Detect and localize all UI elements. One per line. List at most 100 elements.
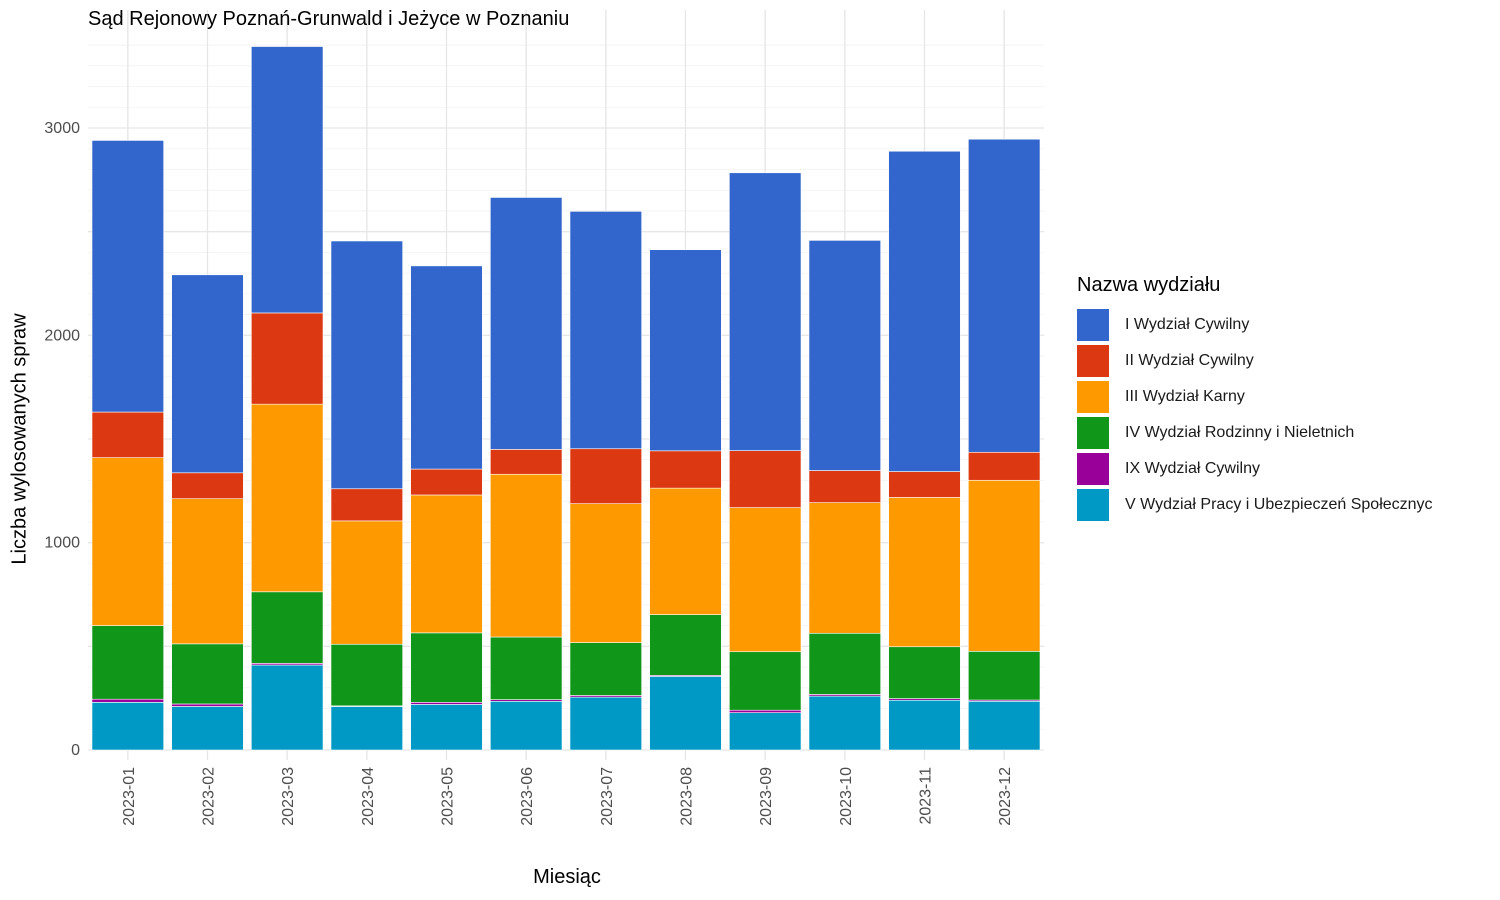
bar-segment <box>251 591 324 664</box>
x-tick-label: 2023-10 <box>838 767 855 826</box>
bar-segment <box>251 664 324 751</box>
bar-segment <box>91 698 164 703</box>
bar-segment <box>91 702 164 751</box>
legend-item: II Wydział Cywilny <box>1077 343 1433 379</box>
x-tick-label: 2023-08 <box>679 767 696 826</box>
bar-segment <box>490 449 563 475</box>
y-axis-label: Liczba wylosowanych spraw <box>8 313 31 565</box>
bar-segment <box>251 403 324 593</box>
y-tick-label: 2000 <box>44 327 80 344</box>
bar-segment <box>729 172 802 451</box>
legend-swatch <box>1077 381 1109 413</box>
x-tick-label: 2023-11 <box>918 767 935 825</box>
x-tick-label: 2023-04 <box>360 767 377 826</box>
bar-segment <box>91 457 164 626</box>
legend-title: Nazwa wydziału <box>1077 274 1221 296</box>
bar-segment <box>808 502 881 634</box>
bar-segment <box>808 632 881 695</box>
legend-swatch <box>1077 417 1109 449</box>
bar-segment <box>330 240 403 490</box>
legend-swatch <box>1077 345 1109 377</box>
legend-swatch <box>1077 489 1109 521</box>
bar-segment <box>649 676 722 751</box>
y-tick-label: 0 <box>71 742 80 759</box>
bar-segment <box>649 450 722 489</box>
bar-segment <box>410 704 483 751</box>
legend-item: I Wydział Cywilny <box>1077 307 1433 343</box>
x-tick-label: 2023-09 <box>758 767 775 826</box>
legend-item: V Wydział Pracy i Ubezpieczeń Społecznyc <box>1077 487 1433 523</box>
bar-segment <box>171 472 244 500</box>
x-tick-label: 2023-01 <box>121 767 138 826</box>
bar-segment <box>888 471 961 498</box>
bar-segment <box>888 699 961 751</box>
legend-label: I Wydział Cywilny <box>1125 316 1250 333</box>
bar-segment <box>490 700 563 751</box>
bar-segment <box>569 448 642 504</box>
bar-segment <box>569 696 642 751</box>
bar-segment <box>968 479 1041 652</box>
legend-items: I Wydział Cywilny II Wydział Cywilny III W… <box>1077 307 1433 523</box>
bar-segment <box>330 643 403 707</box>
legend-label: V Wydział Pracy i Ubezpieczeń Społecznyc <box>1125 496 1433 513</box>
bar-segment <box>410 265 483 470</box>
bar-segment <box>251 312 324 405</box>
bar-segment <box>729 712 802 751</box>
bars <box>91 46 1041 751</box>
bar-segment <box>410 494 483 634</box>
bar-segment <box>649 249 722 452</box>
bar-segment <box>171 706 244 751</box>
x-axis-label: Miesiąc <box>533 866 601 888</box>
legend-label: II Wydział Cywilny <box>1125 352 1254 369</box>
x-tick-label: 2023-07 <box>599 767 616 826</box>
bar-segment <box>490 197 563 450</box>
bar-segment <box>410 702 483 705</box>
bar-segment <box>888 497 961 648</box>
bar-segment <box>410 468 483 496</box>
bar-segment <box>649 614 722 676</box>
legend-swatch <box>1077 309 1109 341</box>
bar-segment <box>888 646 961 699</box>
bar-segment <box>968 138 1041 453</box>
bar-segment <box>330 520 403 645</box>
bar-segment <box>729 450 802 508</box>
bar-segment <box>330 706 403 751</box>
bar-segment <box>171 703 244 707</box>
bar-segment <box>330 488 403 522</box>
x-tick-label: 2023-12 <box>997 767 1014 826</box>
bar-segment <box>410 632 483 703</box>
bar-segment <box>490 636 563 700</box>
y-axis-ticks: 0 1000 2000 3000 <box>44 120 80 759</box>
bar-segment <box>251 46 324 314</box>
bar-segment <box>649 487 722 615</box>
bar-segment <box>569 503 642 643</box>
bar-segment <box>729 507 802 653</box>
legend-item: III Wydział Karny <box>1077 379 1433 415</box>
bar-segment <box>888 150 961 472</box>
legend-label: IV Wydział Rodzinny i Nieletnich <box>1125 424 1355 441</box>
bar-segment <box>91 411 164 458</box>
bar-segment <box>808 240 881 471</box>
x-tick-label: 2023-02 <box>201 767 218 826</box>
bar-segment <box>171 643 244 705</box>
bar-segment <box>808 695 881 751</box>
legend-swatch <box>1077 453 1109 485</box>
y-tick-label: 1000 <box>44 535 80 552</box>
bar-segment <box>91 625 164 700</box>
x-tick-label: 2023-06 <box>519 767 536 826</box>
chart-title: Sąd Rejonowy Poznań-Grunwald i Jeżyce w … <box>88 8 570 30</box>
bar-segment <box>729 709 802 713</box>
bar-segment <box>968 700 1041 751</box>
bar-segment <box>729 651 802 711</box>
bar-segment <box>968 651 1041 701</box>
bar-segment <box>968 451 1041 481</box>
legend-label: IX Wydział Cywilny <box>1125 460 1260 477</box>
bar-segment <box>171 274 244 474</box>
x-axis-ticks: 2023-01 2023-02 2023-03 2023-04 2023-05 2023-… <box>121 767 1014 826</box>
legend: Nazwa wydziału I Wydział Cywilny II Wydzi… <box>1077 274 1433 523</box>
bar-segment <box>569 642 642 696</box>
legend-item: IV Wydział Rodzinny i Nieletnich <box>1077 415 1433 451</box>
legend-label: III Wydział Karny <box>1125 388 1245 405</box>
y-tick-label: 3000 <box>44 120 80 137</box>
